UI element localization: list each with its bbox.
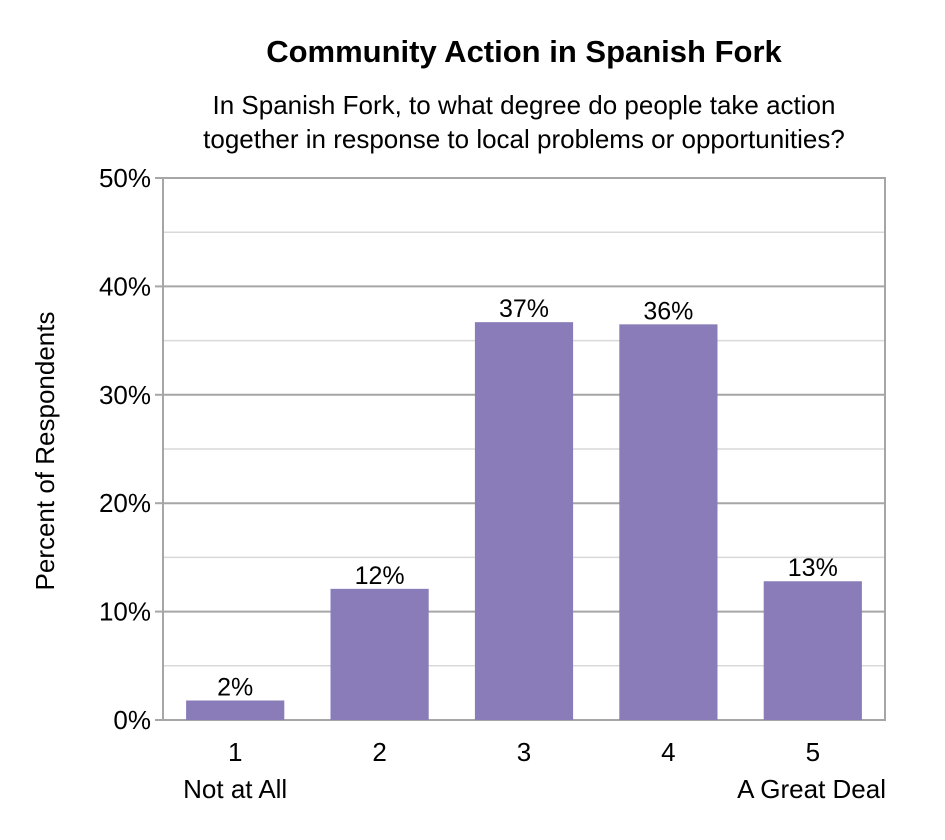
data-label-1: 2% xyxy=(217,673,253,701)
x-sublabel-1: Not at All xyxy=(183,774,287,804)
x-tick-label-2: 2 xyxy=(372,737,386,767)
x-sublabel-5: A Great Deal xyxy=(737,774,886,804)
y-axis-label: Percent of Respondents xyxy=(30,312,60,591)
y-tick-label: 40% xyxy=(99,271,151,301)
chart-title: Community Action in Spanish Fork xyxy=(266,34,782,69)
data-label-5: 13% xyxy=(788,554,838,582)
y-tick-label: 50% xyxy=(99,163,151,193)
data-label-2: 12% xyxy=(355,562,405,590)
y-tick-label: 0% xyxy=(113,705,151,735)
x-tick-label-5: 5 xyxy=(806,737,820,767)
bar-5 xyxy=(763,581,862,720)
bar-2 xyxy=(330,588,429,720)
plot-area: 0% 10% 20% 30% 40% 50% 2% 1 Not at All 12% 2 37% 3 36… xyxy=(99,163,886,804)
x-tick-label-4: 4 xyxy=(661,737,675,767)
x-tick-label-3: 3 xyxy=(517,737,531,767)
y-tick-label: 30% xyxy=(99,380,151,410)
data-label-3: 37% xyxy=(499,295,549,323)
chart-subtitle-line-1: In Spanish Fork, to what degree do peopl… xyxy=(213,90,836,120)
bar-1 xyxy=(186,700,285,720)
y-tick-label: 10% xyxy=(99,597,151,627)
chart-subtitle-line-2: together in response to local problems o… xyxy=(203,124,845,154)
bar-3 xyxy=(474,322,574,720)
x-tick-label-1: 1 xyxy=(228,737,242,767)
bar-4 xyxy=(619,324,718,720)
y-tick-label: 20% xyxy=(99,488,151,518)
data-label-4: 36% xyxy=(643,297,693,325)
